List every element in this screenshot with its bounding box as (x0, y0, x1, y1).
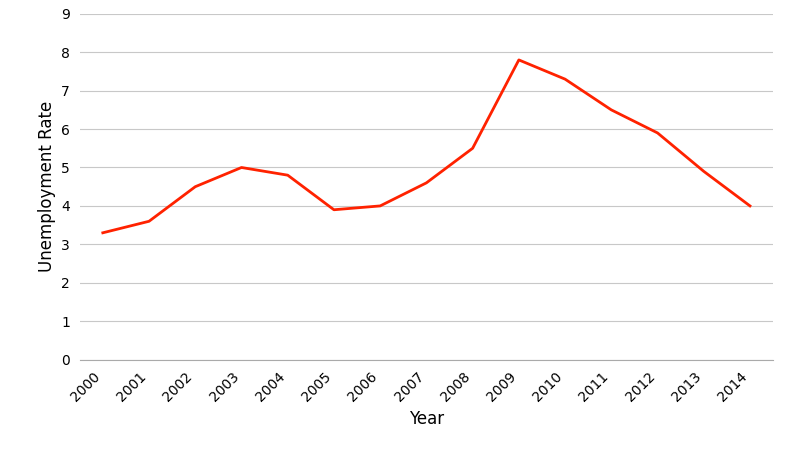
X-axis label: Year: Year (409, 410, 444, 428)
Y-axis label: Unemployment Rate: Unemployment Rate (37, 101, 56, 272)
